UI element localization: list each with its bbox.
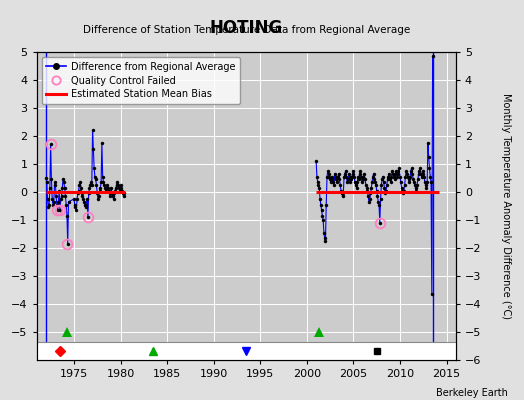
Text: Record Gap: Record Gap	[162, 346, 215, 356]
Y-axis label: Monthly Temperature Anomaly Difference (°C): Monthly Temperature Anomaly Difference (…	[501, 93, 511, 319]
Text: Time of Obs. Change: Time of Obs. Change	[256, 346, 350, 356]
Legend: Difference from Regional Average, Quality Control Failed, Estimated Station Mean: Difference from Regional Average, Qualit…	[41, 57, 240, 104]
Bar	[37, 342, 456, 360]
Text: Difference of Station Temperature Data from Regional Average: Difference of Station Temperature Data f…	[83, 25, 410, 35]
Title: HOTING: HOTING	[210, 18, 283, 36]
Text: Berkeley Earth: Berkeley Earth	[436, 388, 508, 398]
Text: Station Move: Station Move	[69, 346, 129, 356]
Text: Empirical Break: Empirical Break	[383, 346, 454, 356]
